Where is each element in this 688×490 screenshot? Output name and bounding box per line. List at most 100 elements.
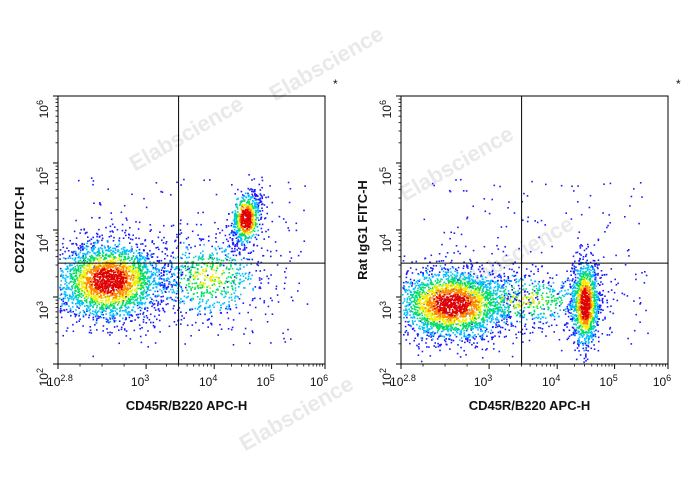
data-point <box>107 267 109 269</box>
data-point <box>153 243 155 245</box>
data-point <box>212 258 214 261</box>
data-point <box>507 277 510 279</box>
data-point <box>98 276 100 278</box>
data-point <box>223 250 226 252</box>
data-point <box>451 259 453 262</box>
data-point <box>117 291 120 294</box>
data-point <box>85 269 88 272</box>
data-point <box>162 283 165 286</box>
data-point <box>228 245 231 248</box>
data-point <box>206 289 208 291</box>
data-point <box>240 234 242 237</box>
data-point <box>445 338 447 340</box>
data-point <box>227 291 229 294</box>
data-point <box>565 212 567 214</box>
data-point <box>150 300 152 303</box>
data-point <box>233 217 236 219</box>
data-point <box>282 332 284 335</box>
data-point <box>518 287 521 290</box>
data-point <box>134 274 136 277</box>
data-point <box>71 285 73 288</box>
data-point <box>129 287 131 289</box>
data-point <box>107 245 109 248</box>
data-point <box>64 257 67 260</box>
data-point <box>96 276 99 278</box>
data-point <box>266 321 269 323</box>
data-point <box>96 242 99 244</box>
data-point <box>247 311 249 314</box>
data-point <box>73 259 76 261</box>
data-point <box>197 268 199 271</box>
data-point <box>94 277 96 280</box>
data-point <box>125 234 127 237</box>
data-point <box>72 294 75 297</box>
data-point <box>186 289 188 291</box>
data-point <box>98 264 101 267</box>
data-point <box>213 302 216 305</box>
data-point <box>143 256 145 258</box>
data-point <box>172 307 175 310</box>
data-point <box>98 301 101 303</box>
data-point <box>180 256 182 259</box>
data-point <box>81 287 83 290</box>
watermark-text: Elabscience <box>395 121 518 206</box>
data-point <box>199 287 202 289</box>
data-point <box>137 271 140 273</box>
data-point <box>258 223 261 226</box>
data-point <box>70 311 73 313</box>
data-point <box>65 302 68 304</box>
data-point <box>136 278 139 281</box>
data-point <box>247 278 249 281</box>
data-point <box>152 287 154 289</box>
data-point <box>465 329 468 332</box>
data-point <box>205 306 207 309</box>
data-point <box>69 263 71 266</box>
data-point <box>76 277 79 279</box>
data-point <box>604 318 606 320</box>
data-point <box>165 288 168 290</box>
data-point <box>110 277 112 280</box>
data-point <box>223 287 225 290</box>
data-point <box>90 238 93 240</box>
data-point <box>83 297 86 299</box>
data-point <box>258 279 261 281</box>
data-point <box>124 318 127 321</box>
data-point <box>170 268 172 271</box>
data-point <box>121 273 124 276</box>
data-point <box>138 221 141 224</box>
data-point <box>155 299 158 302</box>
data-point <box>258 183 261 186</box>
data-point <box>240 258 243 261</box>
data-point <box>124 256 127 259</box>
data-point <box>118 288 120 290</box>
data-point <box>115 281 117 283</box>
data-point <box>150 274 153 277</box>
data-point <box>119 315 121 317</box>
data-point <box>242 232 245 234</box>
data-point <box>239 236 242 239</box>
data-point <box>592 259 595 262</box>
data-point <box>245 212 248 215</box>
data-point <box>93 258 96 260</box>
data-point <box>149 263 152 265</box>
data-point <box>113 263 116 265</box>
data-point <box>136 293 139 296</box>
data-point <box>67 276 69 278</box>
data-point <box>568 311 570 314</box>
data-point <box>163 278 165 280</box>
data-point <box>239 203 242 205</box>
data-point <box>108 298 110 300</box>
data-point <box>79 271 82 274</box>
data-point <box>140 341 143 344</box>
data-point <box>261 203 264 205</box>
data-point <box>589 194 592 197</box>
data-point <box>92 249 94 252</box>
data-point <box>588 206 591 209</box>
data-point <box>234 250 236 253</box>
data-point <box>95 258 97 260</box>
data-point <box>75 313 78 316</box>
data-point <box>85 313 87 316</box>
data-point <box>593 344 595 346</box>
data-point <box>132 264 134 267</box>
data-point <box>557 292 560 295</box>
